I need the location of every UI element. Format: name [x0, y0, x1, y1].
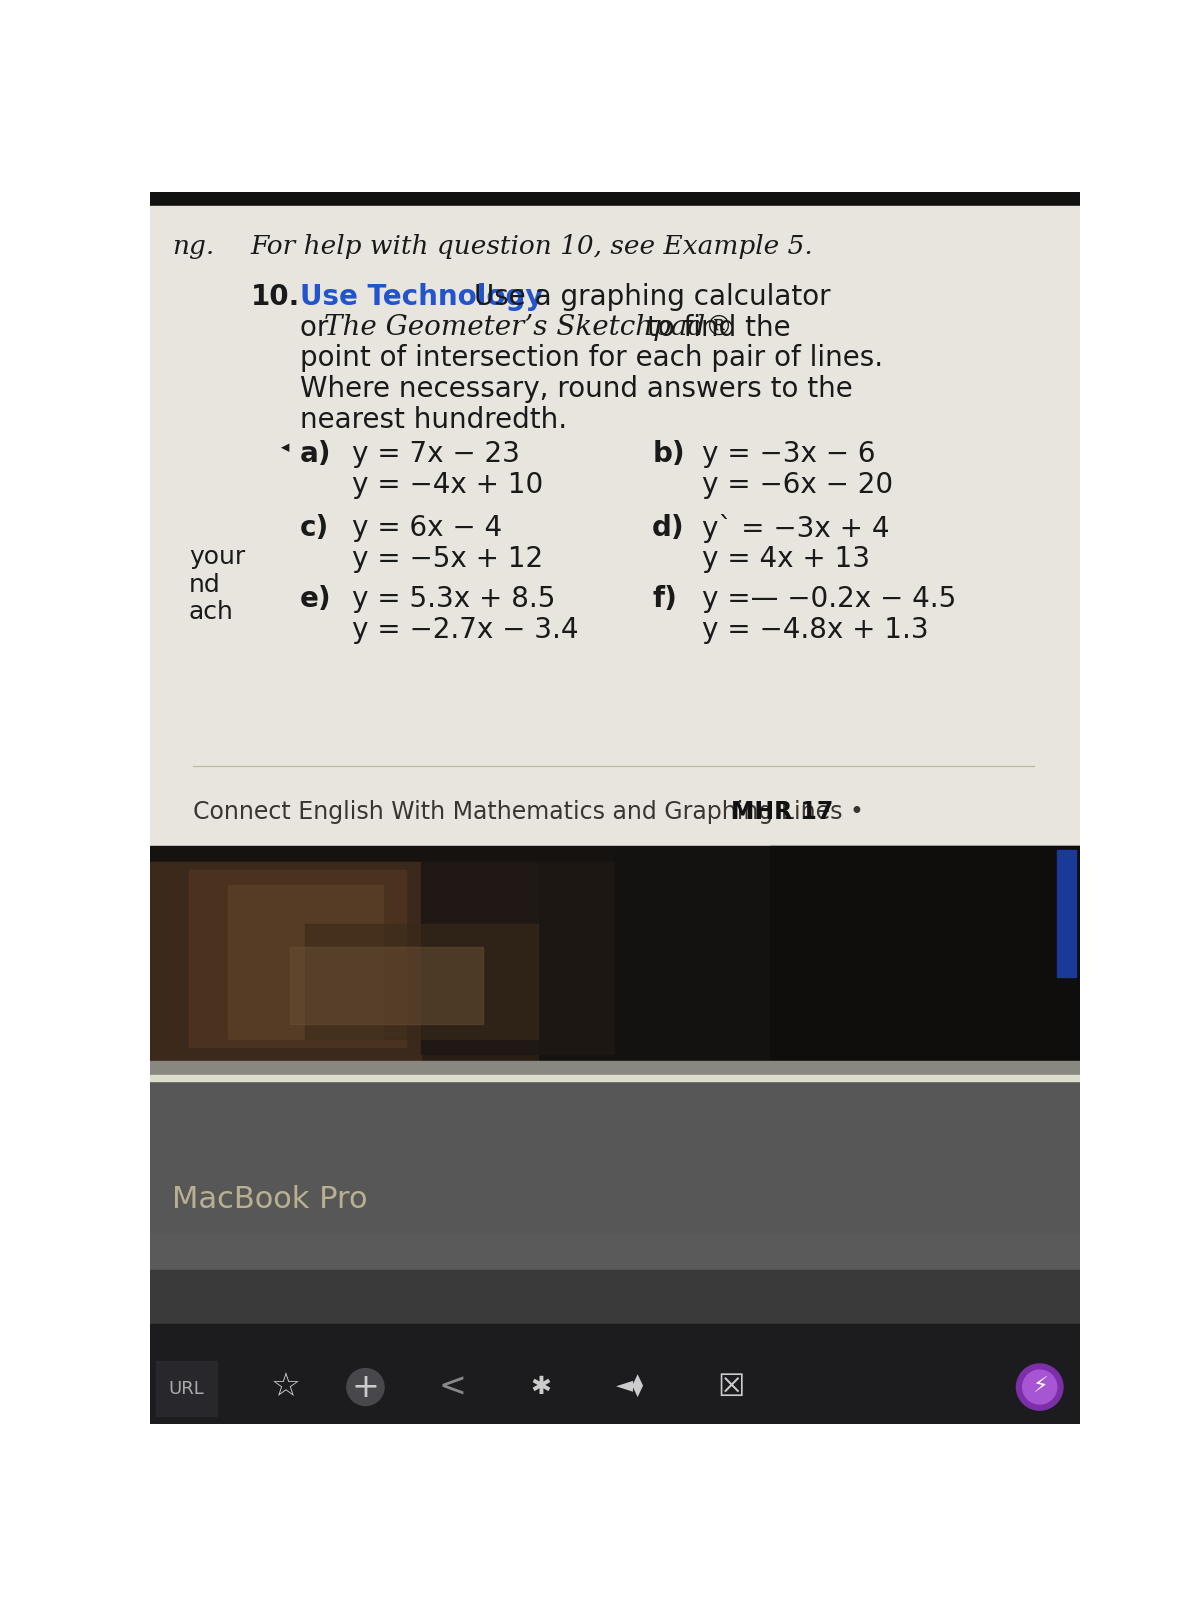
Text: ng.: ng.	[172, 234, 214, 259]
Bar	[150, 1323, 1080, 1424]
Text: nd: nd	[188, 573, 221, 597]
Circle shape	[347, 1368, 384, 1405]
Bar	[305, 923, 538, 1038]
Text: y = −4x + 10: y = −4x + 10	[352, 470, 542, 499]
Text: y = 6x − 4: y = 6x − 4	[352, 514, 502, 542]
Circle shape	[1022, 1370, 1057, 1403]
Text: Use a graphing calculator: Use a graphing calculator	[474, 283, 830, 310]
Text: y = −4.8x + 1.3: y = −4.8x + 1.3	[702, 616, 929, 643]
Text: to find the: to find the	[638, 314, 791, 342]
Text: c): c)	[300, 514, 329, 542]
Text: ach: ach	[188, 600, 234, 624]
Bar	[228, 885, 383, 1038]
Bar	[770, 846, 1080, 1062]
Text: point of intersection for each pair of lines.: point of intersection for each pair of l…	[300, 344, 883, 373]
Text: y = −3x − 6: y = −3x − 6	[702, 440, 875, 467]
Text: The Geometer’s Sketchpad®: The Geometer’s Sketchpad®	[324, 314, 733, 341]
Bar	[289, 947, 484, 1024]
Text: y = 5.3x + 8.5: y = 5.3x + 8.5	[352, 584, 554, 613]
Bar	[150, 862, 538, 1062]
Text: your: your	[188, 544, 245, 568]
Text: ☒: ☒	[718, 1373, 745, 1402]
Text: URL: URL	[168, 1379, 204, 1397]
Text: +: +	[352, 1371, 379, 1403]
Text: y = −5x + 12: y = −5x + 12	[352, 544, 542, 573]
Text: y = −6x − 20: y = −6x − 20	[702, 470, 893, 499]
Bar	[150, 1061, 1080, 1077]
Bar	[150, 1077, 1080, 1323]
Text: ✱: ✱	[530, 1374, 552, 1398]
Text: ☆: ☆	[271, 1371, 300, 1403]
Text: f): f)	[653, 584, 677, 613]
Text: nearest hundredth.: nearest hundredth.	[300, 406, 566, 434]
Bar	[156, 1362, 217, 1416]
Bar	[188, 870, 406, 1046]
Text: For help with question 10, see Example 5.: For help with question 10, see Example 5…	[251, 234, 814, 259]
Bar	[150, 1075, 1080, 1082]
Text: ▲: ▲	[281, 442, 290, 451]
Text: y = −2.7x − 3.4: y = −2.7x − 3.4	[352, 616, 578, 643]
Bar	[1057, 850, 1076, 978]
Bar	[421, 862, 654, 1054]
Circle shape	[1016, 1363, 1063, 1410]
Text: e): e)	[300, 584, 331, 613]
Text: y = 7x − 23: y = 7x − 23	[352, 440, 520, 467]
Text: MacBook Pro: MacBook Pro	[172, 1186, 367, 1214]
Text: y = 4x + 13: y = 4x + 13	[702, 544, 870, 573]
Text: 10.: 10.	[251, 283, 300, 310]
Text: y` = −3x + 4: y` = −3x + 4	[702, 514, 889, 542]
Text: y =— −0.2x − 4.5: y =— −0.2x − 4.5	[702, 584, 956, 613]
Text: ◄⧫: ◄⧫	[617, 1374, 644, 1397]
Text: <: <	[438, 1371, 466, 1403]
Text: ⚡: ⚡	[1032, 1378, 1048, 1397]
Text: d): d)	[653, 514, 685, 542]
Text: MHR 17: MHR 17	[731, 800, 834, 824]
Text: or: or	[300, 314, 337, 342]
Bar	[150, 192, 1080, 206]
Text: Where necessary, round answers to the: Where necessary, round answers to the	[300, 376, 852, 403]
Text: Connect English With Mathematics and Graphing Lines •: Connect English With Mathematics and Gra…	[193, 800, 871, 824]
Bar	[150, 1270, 1080, 1424]
Bar	[150, 1077, 1080, 1232]
Bar	[150, 862, 421, 1062]
Text: a): a)	[300, 440, 331, 467]
Bar	[150, 846, 1080, 1062]
Text: b): b)	[653, 440, 685, 467]
Text: Use Technology: Use Technology	[300, 283, 544, 310]
Bar	[150, 206, 1080, 846]
Bar	[150, 1350, 1080, 1424]
Bar	[616, 846, 925, 1054]
